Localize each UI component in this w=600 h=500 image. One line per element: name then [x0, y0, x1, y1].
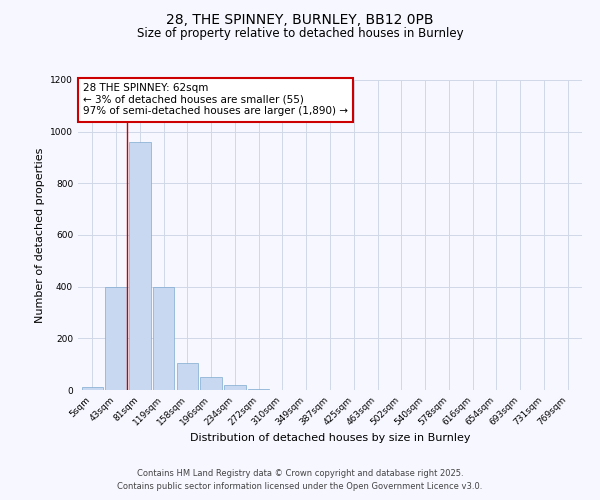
X-axis label: Distribution of detached houses by size in Burnley: Distribution of detached houses by size …: [190, 432, 470, 442]
Text: Contains public sector information licensed under the Open Government Licence v3: Contains public sector information licen…: [118, 482, 482, 491]
Bar: [82, 388, 103, 390]
Bar: [224, 385, 245, 390]
Bar: [200, 377, 222, 390]
Y-axis label: Number of detached properties: Number of detached properties: [35, 148, 44, 322]
Bar: [248, 388, 269, 390]
Text: Contains HM Land Registry data © Crown copyright and database right 2025.: Contains HM Land Registry data © Crown c…: [137, 468, 463, 477]
Bar: [129, 142, 151, 390]
Text: 28 THE SPINNEY: 62sqm
← 3% of detached houses are smaller (55)
97% of semi-detac: 28 THE SPINNEY: 62sqm ← 3% of detached h…: [83, 83, 348, 116]
Bar: [153, 286, 174, 390]
Text: Size of property relative to detached houses in Burnley: Size of property relative to detached ho…: [137, 28, 463, 40]
Bar: [106, 286, 127, 390]
Bar: [176, 363, 198, 390]
Text: 28, THE SPINNEY, BURNLEY, BB12 0PB: 28, THE SPINNEY, BURNLEY, BB12 0PB: [166, 12, 434, 26]
